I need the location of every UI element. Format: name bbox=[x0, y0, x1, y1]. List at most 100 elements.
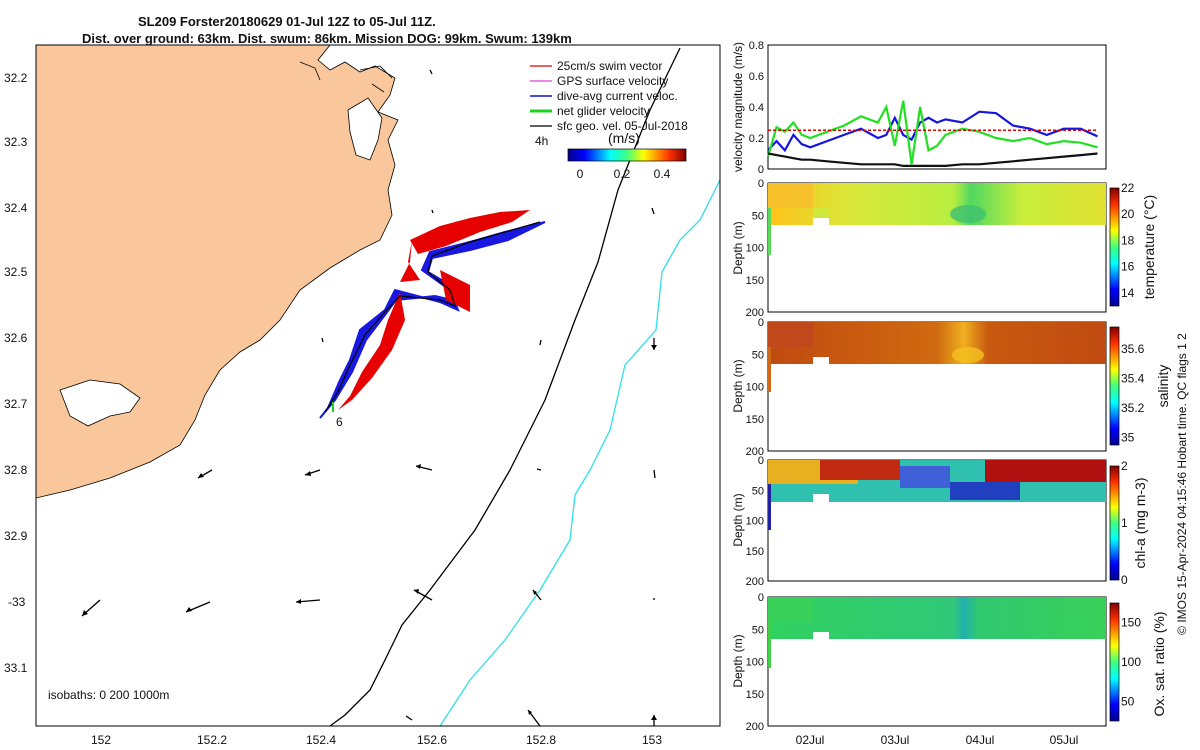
colorbar-tick: 0 bbox=[577, 167, 584, 181]
legend-dive-avg: dive-avg current veloc. bbox=[557, 89, 678, 103]
temperature-feature bbox=[950, 205, 986, 223]
depth-tick: 100 bbox=[746, 382, 764, 394]
ylabel: Depth (m) bbox=[731, 493, 745, 546]
lat-tick: 32.3 bbox=[4, 135, 28, 149]
geo-vector-heads bbox=[82, 345, 657, 720]
isobaths-label: isobaths: 0 200 1000m bbox=[48, 688, 169, 702]
glider-track-red-3 bbox=[338, 292, 405, 410]
lon-tick: 152 bbox=[91, 733, 111, 747]
oxygen-panel: Depth (m) bbox=[731, 596, 1107, 727]
colorbar-tick: 0.4 bbox=[654, 167, 671, 181]
salinity-cbar-label: salinity bbox=[1155, 365, 1171, 408]
lon-tick: 153 bbox=[642, 733, 662, 747]
lon-tick: 152.4 bbox=[306, 733, 336, 747]
chla-colorbar bbox=[1109, 465, 1120, 581]
time-tick: 03Jul bbox=[881, 733, 910, 747]
title-line-2: Dist. over ground: 63km. Dist. swum: 86k… bbox=[82, 31, 572, 46]
ylabel: Depth (m) bbox=[731, 634, 745, 687]
lat-tick: 32.9 bbox=[4, 529, 28, 543]
colorbar-tick: 16 bbox=[1121, 260, 1135, 274]
velocity-ytick: 0.8 bbox=[749, 40, 764, 52]
colorbar-tick: 0.2 bbox=[614, 167, 631, 181]
colorbar-tick: 1 bbox=[1121, 516, 1128, 530]
glider-track-red bbox=[410, 210, 530, 254]
depth-tick: 100 bbox=[746, 243, 764, 255]
time-tick: 02Jul bbox=[796, 733, 825, 747]
colorbar-tick: 18 bbox=[1121, 233, 1135, 247]
temperature-field bbox=[768, 208, 771, 255]
legend-net: net glider velocity bbox=[557, 104, 650, 118]
salinity-field bbox=[768, 347, 771, 392]
depth-tick: 150 bbox=[746, 275, 764, 287]
glider-track-blue bbox=[319, 221, 546, 419]
lon-tick: 152.2 bbox=[197, 733, 227, 747]
depth-tick: 0 bbox=[758, 317, 764, 329]
chla-cbar-label: chl-a (mg m-3) bbox=[1132, 477, 1148, 568]
depth-tick: 0 bbox=[758, 178, 764, 190]
time-tick: 05Jul bbox=[1050, 733, 1079, 747]
map-lat-ticks: 32.2 32.3 32.4 32.5 32.6 32.7 32.8 32.9 … bbox=[4, 71, 28, 675]
map-lon-ticks: 152 152.2 152.4 152.6 152.8 153 bbox=[91, 733, 662, 747]
depth-tick: 200 bbox=[746, 576, 764, 588]
temperature-field bbox=[768, 183, 813, 208]
chla-field bbox=[950, 482, 1020, 500]
glider-track-red-2 bbox=[440, 270, 470, 312]
map-frame bbox=[35, 44, 721, 727]
ylabel: Depth (m) bbox=[731, 221, 745, 274]
colorbar-tick: 150 bbox=[1121, 616, 1141, 630]
title-line-1: SL209 Forster20180629 01-Jul 12Z to 05-J… bbox=[138, 14, 436, 29]
lat-tick: 32.2 bbox=[4, 71, 28, 85]
colorbars bbox=[1109, 187, 1120, 722]
depth-tick: 50 bbox=[752, 349, 764, 361]
salinity-panel: Depth (m) bbox=[731, 321, 1107, 452]
lon-tick: 152.8 bbox=[526, 733, 556, 747]
colorbar-tick: 35.6 bbox=[1121, 342, 1145, 356]
colorbar-tick: 35 bbox=[1121, 431, 1135, 445]
depth-tick: 200 bbox=[746, 721, 764, 733]
colorbar-tick: 20 bbox=[1121, 207, 1135, 221]
velocity-series-line bbox=[767, 110, 1098, 153]
depth-tick: 0 bbox=[758, 455, 764, 467]
depth-tick: 150 bbox=[746, 689, 764, 701]
map-panel: 32.2 32.3 32.4 32.5 32.6 32.7 32.8 32.9 … bbox=[4, 44, 721, 747]
oxygen-cbar-label: Ox. sat. ratio (%) bbox=[1151, 611, 1167, 716]
oxygen-field bbox=[768, 597, 813, 622]
salinity-colorbar bbox=[1109, 326, 1120, 446]
legend-gps: GPS surface velocity bbox=[557, 74, 668, 88]
lat-tick: 32.6 bbox=[4, 331, 28, 345]
time-tick: 04Jul bbox=[966, 733, 995, 747]
colorbar-tick: 35.4 bbox=[1121, 372, 1145, 386]
colorbar-tick: 35.2 bbox=[1121, 401, 1145, 415]
isobath-200 bbox=[329, 47, 681, 726]
lat-tick: -33 bbox=[8, 595, 26, 609]
salinity-field bbox=[768, 322, 813, 347]
oxygen-colorbar bbox=[1109, 602, 1120, 722]
colorbar-tick: 2 bbox=[1121, 459, 1128, 473]
lake bbox=[59, 379, 141, 427]
temperature-panel: Depth (m) bbox=[731, 182, 1107, 313]
glider-track-red-4 bbox=[400, 240, 420, 282]
velocity-ylabel: velocity magnitude (m/s) bbox=[731, 42, 745, 172]
legend-swim: 25cm/s swim vector bbox=[557, 59, 662, 73]
chla-field bbox=[820, 460, 900, 480]
velocity-series-line bbox=[767, 152, 1098, 167]
lake bbox=[347, 97, 383, 161]
velocity-ytick: 0.6 bbox=[749, 71, 764, 83]
lat-tick: 32.8 bbox=[4, 463, 28, 477]
legend-sfc-geo: sfc geo. vel. 05-Jul-2018 bbox=[557, 119, 688, 133]
map-colorbar bbox=[567, 148, 687, 162]
temperature-colorbar bbox=[1109, 187, 1120, 307]
isobath-1000 bbox=[439, 179, 720, 726]
colorbar-tick: 14 bbox=[1121, 286, 1135, 300]
lat-tick: 32.4 bbox=[4, 201, 28, 215]
depth-tick: 200 bbox=[746, 446, 764, 458]
colorbar-tick: 50 bbox=[1121, 694, 1135, 708]
land bbox=[36, 45, 399, 499]
depth-tick: 200 bbox=[746, 307, 764, 319]
depth-tick: 100 bbox=[746, 657, 764, 669]
velocity-panel: 0 0.2 0.4 0.6 0.8 velocity magnitude (m/s) bbox=[731, 40, 1107, 176]
chla-field bbox=[985, 460, 1106, 482]
track-line bbox=[324, 221, 541, 413]
lon-tick: 152.6 bbox=[417, 733, 447, 747]
